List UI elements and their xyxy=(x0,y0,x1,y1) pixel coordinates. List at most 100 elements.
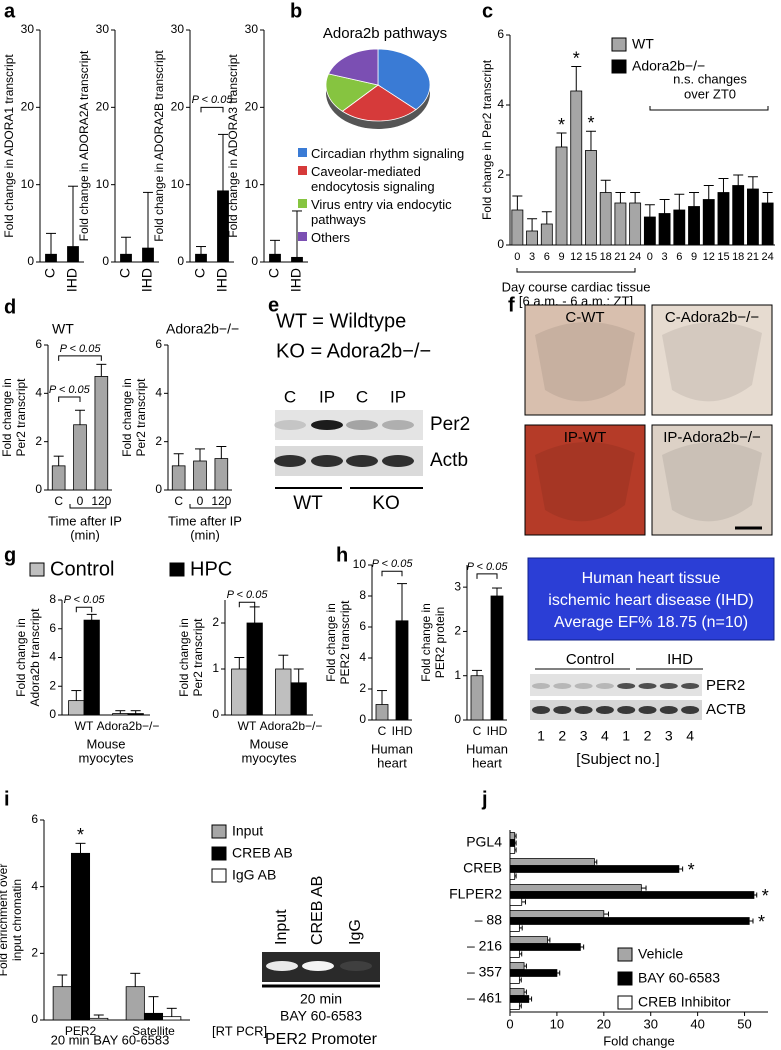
legend-swatch xyxy=(169,562,185,577)
bar xyxy=(195,253,207,263)
group-label: Control xyxy=(566,651,614,668)
lane-label: 1 xyxy=(622,728,630,744)
annotation: over ZT0 xyxy=(684,86,736,101)
bar xyxy=(143,1012,164,1021)
significance-bracket xyxy=(58,355,102,361)
range-bracket xyxy=(649,106,769,111)
x-tick-label: 12 xyxy=(570,251,582,263)
significance-bracket xyxy=(476,573,498,579)
bar xyxy=(658,213,671,246)
x-tick-label: 18 xyxy=(600,251,612,263)
x-tick-label: C xyxy=(54,494,63,508)
image-label: IP-Adora2b−/− xyxy=(663,429,761,446)
y-axis-label: Fold change in xyxy=(0,378,14,457)
y-tick-label: 30 xyxy=(96,22,110,36)
y-axis-label: Fold change in ADORA3 transcript xyxy=(226,54,240,238)
y-tick-label: – 357 xyxy=(467,964,502,980)
y-tick-label: 20 xyxy=(245,100,259,114)
y-tick-label: 0 xyxy=(27,254,34,268)
blot-row xyxy=(530,674,702,696)
x-tick-label: 0 xyxy=(506,1016,513,1031)
legend-label: CREB AB xyxy=(232,845,293,861)
bar xyxy=(555,146,568,246)
y-tick-label: 4 xyxy=(49,650,56,664)
x-axis-label: Human xyxy=(371,741,413,756)
pie-slice xyxy=(327,48,379,86)
blot-band xyxy=(553,683,572,689)
x-tick-label: 21 xyxy=(747,251,759,263)
y-tick-label: 10 xyxy=(353,557,367,571)
tissue-section xyxy=(535,441,635,522)
x-tick-label: 0 xyxy=(647,251,653,263)
bar xyxy=(94,376,109,491)
bar xyxy=(509,884,642,892)
legend-swatch xyxy=(211,868,227,883)
range-bracket xyxy=(516,268,636,273)
bar xyxy=(193,460,207,491)
bar xyxy=(761,202,774,246)
bar xyxy=(526,230,539,246)
x-tick-label: 50 xyxy=(737,1016,751,1031)
x-tick-label: WT xyxy=(75,719,94,733)
info-text: Human heart tissue xyxy=(582,570,721,587)
y-tick-label: 1 xyxy=(454,668,461,682)
x-axis-label: Human xyxy=(466,741,508,756)
x-tick-label: 40 xyxy=(690,1016,704,1031)
annotation: n.s. changes xyxy=(673,71,747,86)
blot-band xyxy=(574,706,593,714)
range-bracket xyxy=(189,504,227,509)
bar xyxy=(629,202,642,246)
bar xyxy=(127,713,144,716)
bar xyxy=(509,910,605,918)
significance-bracket xyxy=(58,396,81,402)
x-tick-label: 0 xyxy=(514,251,520,263)
x-axis-label: Day course cardiac tissue xyxy=(502,279,651,294)
blot-band xyxy=(382,420,414,430)
x-tick-label: C xyxy=(42,268,58,278)
x-axis-label: Fold change xyxy=(603,1033,675,1048)
x-tick-label: 18 xyxy=(732,251,744,263)
panel-label: b xyxy=(290,0,302,22)
lane-label: 3 xyxy=(665,728,673,744)
bar xyxy=(599,192,612,246)
panel-label: a xyxy=(4,0,16,22)
panel-label: j xyxy=(481,788,488,810)
blot-band xyxy=(532,706,550,714)
bar xyxy=(509,936,548,944)
blot-band xyxy=(659,683,678,689)
y-axis-label: Fold change in xyxy=(14,618,28,697)
bar xyxy=(470,675,484,721)
y-tick-label: 2 xyxy=(31,946,38,960)
y-axis-label: Fold change in ADORA2A transcript xyxy=(77,50,91,241)
blot-band xyxy=(681,706,700,714)
bar xyxy=(269,253,281,263)
x-tick-label: C xyxy=(192,268,208,278)
bar xyxy=(585,150,597,246)
y-axis-label: input chromatin xyxy=(10,879,24,961)
y-axis-label: PER2 protein xyxy=(433,607,447,678)
significance-bracket xyxy=(75,606,93,613)
annotation: * xyxy=(573,48,580,68)
bar xyxy=(511,209,524,246)
y-tick-label: PGL4 xyxy=(466,834,502,850)
annotation: P < 0.05 xyxy=(467,561,509,573)
annotation: P < 0.05 xyxy=(49,384,91,396)
bar xyxy=(509,858,595,866)
y-tick-label: 0 xyxy=(35,482,42,496)
bar xyxy=(509,969,558,977)
bar xyxy=(125,986,145,1021)
legend-text: KO = Adora2b−/− xyxy=(276,340,431,362)
x-axis-label: 20 min BAY 60-6583 xyxy=(51,1032,170,1047)
legend-label: Input xyxy=(232,823,263,839)
y-tick-label: 0 xyxy=(212,707,219,721)
legend-swatch xyxy=(298,199,307,208)
blot-band xyxy=(274,455,306,467)
y-tick-label: 20 xyxy=(171,100,185,114)
y-tick-label: 30 xyxy=(171,22,185,36)
annotation: * xyxy=(688,860,695,880)
legend-swatch xyxy=(29,562,45,577)
bar xyxy=(70,852,91,1021)
y-tick-label: 2 xyxy=(155,434,162,448)
